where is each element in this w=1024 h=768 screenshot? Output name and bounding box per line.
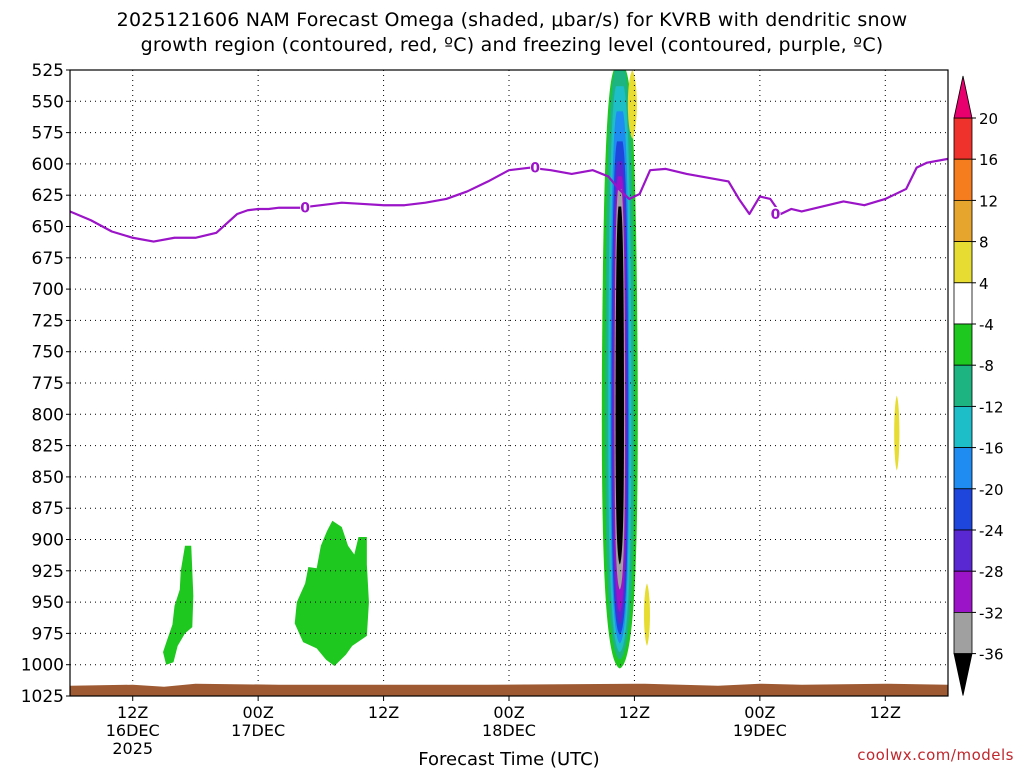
colorbar-segment-4_8 [953, 241, 973, 284]
omega-shading [163, 70, 900, 669]
chart-title-line-1: 2025121606 NAM Forecast Omega (shaded, μ… [116, 9, 908, 31]
colorbar-segment-m36_m32 [953, 612, 973, 655]
x-tick-label-h66-1: 00Z [744, 703, 775, 722]
colorbar-segment-m16_m12 [953, 405, 973, 448]
y-tick-label-575: 575 [32, 124, 64, 144]
freezing-level-label-bg-2 [530, 160, 541, 174]
y-tick-label-725: 725 [32, 311, 64, 331]
y-tick-label-600: 600 [32, 155, 64, 175]
colorbar-segment-m8_m4 [953, 323, 973, 366]
x-tick-label-h66-2: 19DEC [733, 721, 787, 740]
grid [70, 70, 948, 696]
y-tick-label-900: 900 [32, 531, 64, 551]
colorbar-label-6: -8 [979, 357, 994, 375]
y-tick-label-875: 875 [32, 499, 64, 519]
y-tick-label-625: 625 [32, 186, 64, 206]
colorbar-label-11: -28 [979, 563, 1004, 581]
y-tick-label-750: 750 [32, 343, 64, 363]
colorbar-label-5: -4 [979, 316, 994, 334]
y-tick-label-525: 525 [32, 61, 64, 81]
x-tick-label-h54-1: 12Z [619, 703, 650, 722]
chart-title-line-2: growth region (contoured, red, ºC) and f… [140, 34, 884, 56]
colorbar-top-arrow [953, 75, 973, 119]
y-tick-label-850: 850 [32, 468, 64, 488]
colorbar-label-1: 16 [979, 151, 998, 169]
colorbar-label-8: -16 [979, 440, 1004, 458]
freezing-level-line [70, 157, 948, 243]
colorbar-label-3: 8 [979, 234, 989, 252]
colorbar-segment-m28_m24 [953, 529, 973, 572]
colorbar-segment-m24_m20 [953, 488, 973, 531]
y-tick-label-550: 550 [32, 92, 64, 112]
terrain-fill [70, 683, 948, 696]
x-tick-label-h42-1: 00Z [493, 703, 524, 722]
y-tick-label-1000: 1000 [21, 656, 64, 676]
x-tick-label-h6-2: 16DEC [106, 721, 160, 740]
omega-sink-low [643, 583, 650, 646]
omega-sink-right [894, 395, 900, 471]
x-tick-label-h30-1: 12Z [368, 703, 399, 722]
y-tick-label-675: 675 [32, 249, 64, 269]
credit-text[interactable]: coolwx.com/models [857, 746, 1014, 764]
y-tick-label-950: 950 [32, 593, 64, 613]
omega-patch-16dec [163, 545, 194, 665]
y-tick-label-1025: 1025 [21, 687, 64, 707]
y-tick-label-975: 975 [32, 624, 64, 644]
x-tick-label-h42-2: 18DEC [482, 721, 536, 740]
colorbar-segment-8_12 [953, 199, 973, 242]
colorbar-segment-m12_m8 [953, 364, 973, 407]
x-tick-label-h18-2: 17DEC [231, 721, 285, 740]
colorbar-label-7: -12 [979, 398, 1004, 416]
x-tick-label-h78-1: 12Z [870, 703, 901, 722]
x-axis-label: Forecast Time (UTC) [418, 749, 599, 768]
freezing-level-label-1: 0 [300, 201, 310, 217]
colorbar-label-10: -24 [979, 522, 1004, 540]
freezing-level-label-bg-1 [300, 200, 311, 214]
x-tick-label-h6-1: 12Z [117, 703, 148, 722]
colorbar-segment-16_20 [953, 117, 973, 160]
colorbar-segment-m32_m28 [953, 570, 973, 613]
colorbar: 20 16 12 8 4 -4 -8 -12 -16 -20 -24 -28 -32 -36 [953, 75, 1004, 696]
colorbar-label-2: 12 [979, 192, 998, 210]
omega-band-9 [615, 206, 625, 565]
plot-frame [69, 69, 949, 697]
colorbar-segment-12_16 [953, 158, 973, 201]
y-tick-label-650: 650 [32, 218, 64, 238]
terrain [70, 683, 948, 696]
colorbar-label-0: 20 [979, 110, 998, 128]
freezing-level-contour: 0 0 0 [70, 157, 948, 243]
y-tick-label-925: 925 [32, 562, 64, 582]
colorbar-label-9: -20 [979, 481, 1004, 499]
freezing-level-label-3: 0 [771, 207, 781, 223]
y-tick-label-800: 800 [32, 405, 64, 425]
colorbar-label-13: -36 [979, 646, 1004, 664]
freezing-level-label-2: 0 [530, 161, 540, 177]
colorbar-bottom-arrow [953, 653, 973, 696]
colorbar-label-4: 4 [979, 275, 989, 293]
omega-sink-top [627, 70, 637, 139]
x-tick-label-h18-1: 00Z [242, 703, 273, 722]
y-tick-label-825: 825 [32, 437, 64, 457]
omega-patch-17dec [294, 520, 369, 666]
y-tick-label-700: 700 [32, 280, 64, 300]
y-tick-label-775: 775 [32, 374, 64, 394]
y-axis: 525 550 575 600 625 650 675 700 725 750 775 800 825 8… [21, 61, 70, 707]
colorbar-segment-m20_m16 [953, 447, 973, 490]
x-tick-label-h6-3: 2025 [112, 739, 153, 758]
freezing-level-label-bg-3 [770, 206, 781, 220]
colorbar-label-12: -32 [979, 604, 1004, 622]
colorbar-segment-m4_4 [953, 282, 973, 325]
